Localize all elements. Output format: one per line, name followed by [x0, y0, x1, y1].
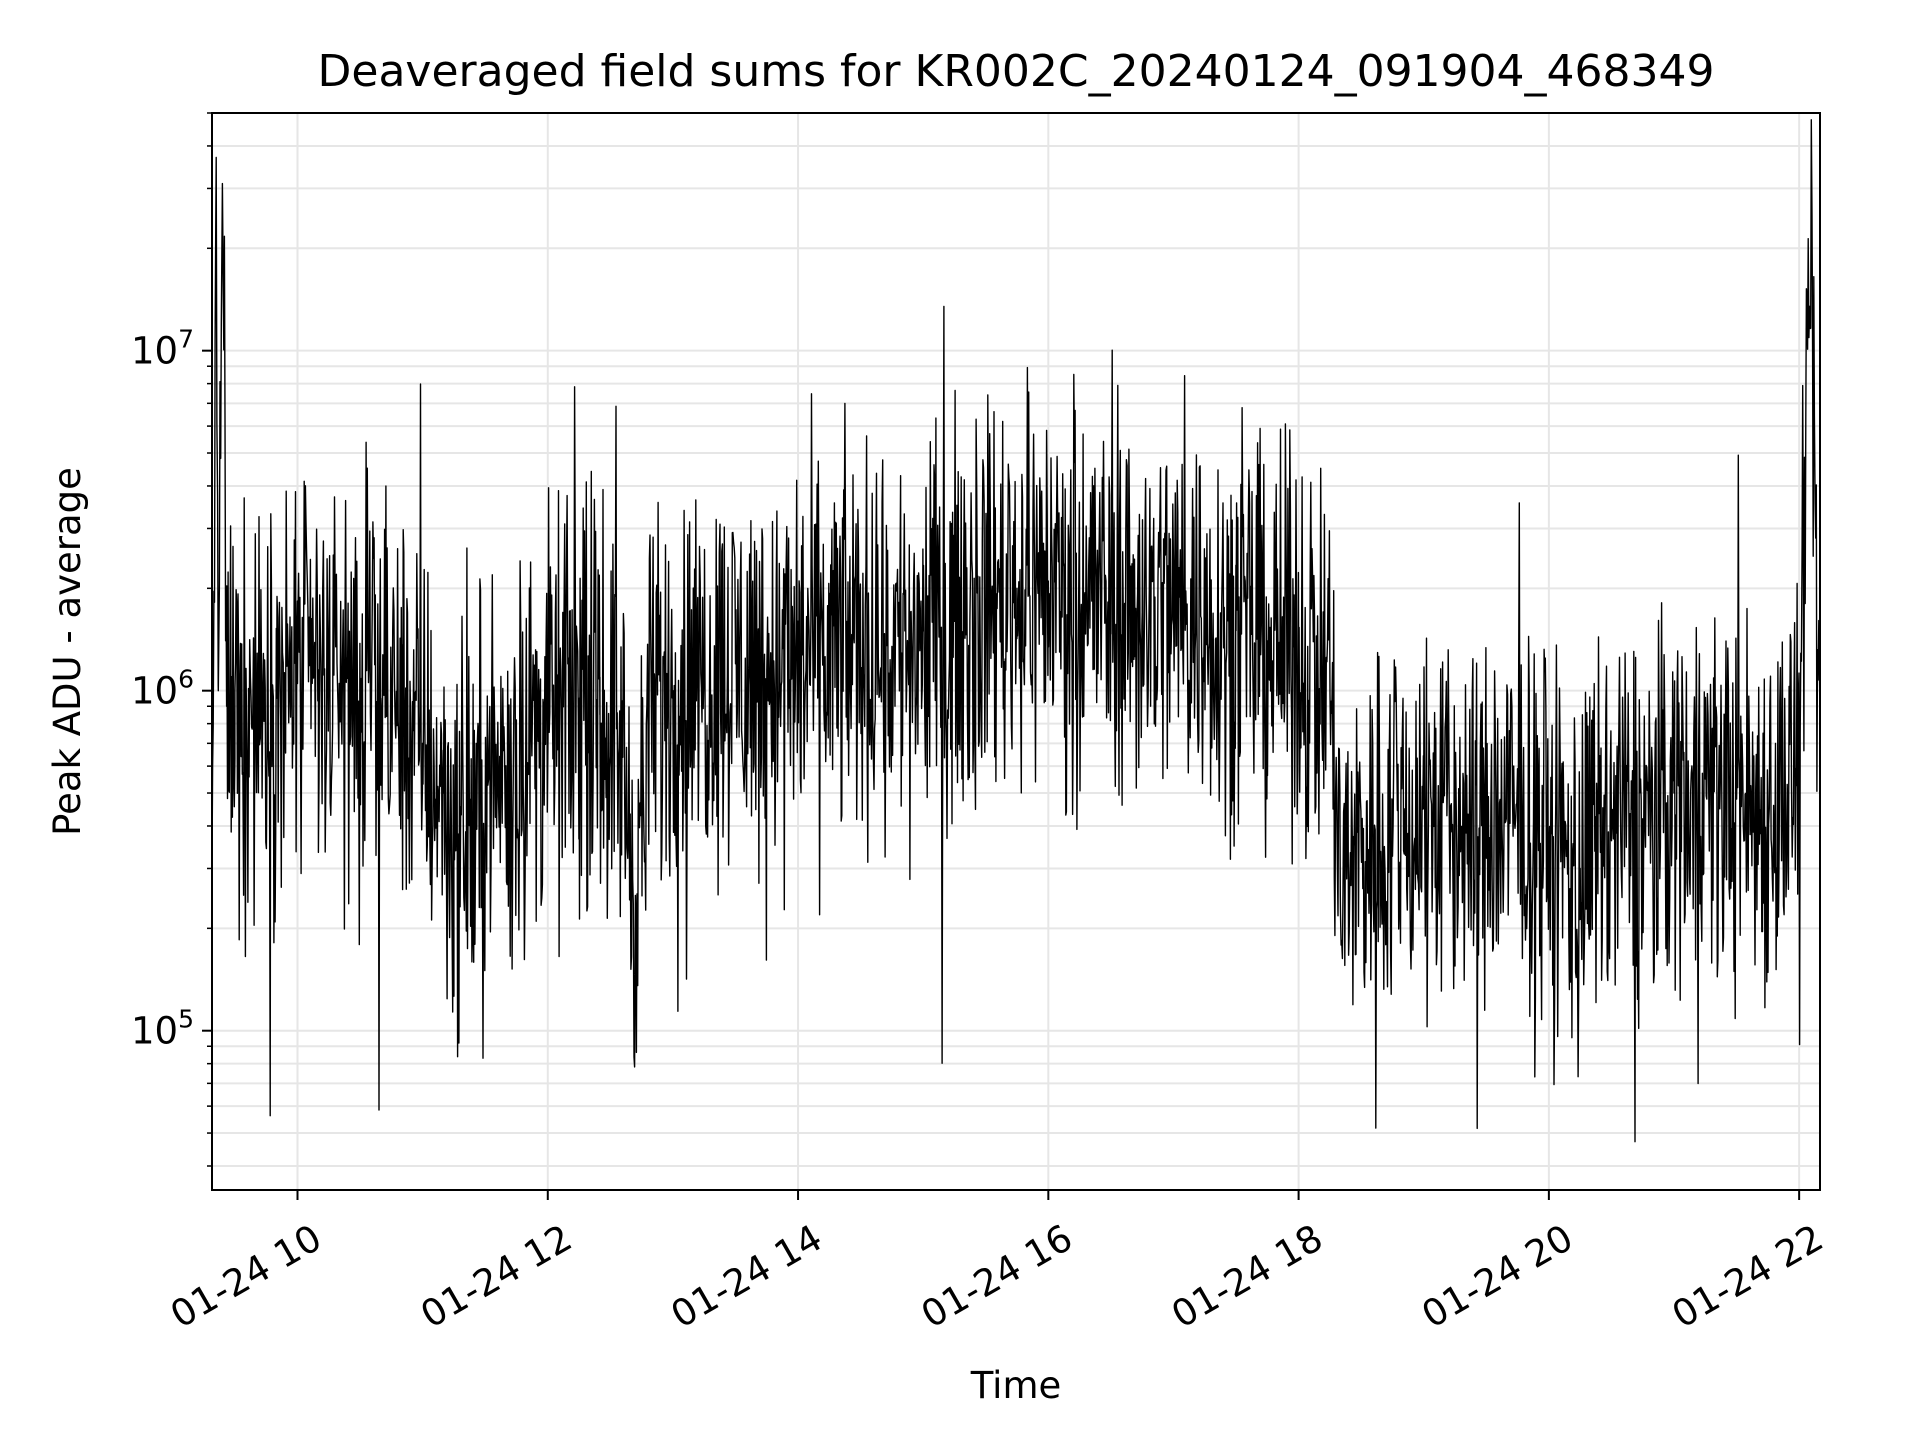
x-axis-label: Time — [970, 1364, 1062, 1407]
series-line — [211, 119, 1821, 1143]
y-tick-exponent: 6 — [178, 665, 194, 694]
y-tick-base: 10 — [131, 670, 178, 713]
y-tick-label: 106 — [131, 665, 194, 713]
y-tick-label: 105 — [131, 1005, 194, 1053]
y-tick-exponent: 7 — [178, 325, 194, 354]
y-axis-label: Peak ADU - average — [46, 467, 89, 836]
plot-frame — [211, 112, 1821, 1191]
y-tick-base: 10 — [131, 330, 178, 373]
y-tick-exponent: 5 — [178, 1005, 194, 1034]
y-tick-base: 10 — [131, 1010, 178, 1053]
y-tick-label: 107 — [131, 325, 194, 373]
data-series — [211, 119, 1821, 1143]
chart-title: Deaveraged field sums for KR002C_2024012… — [318, 46, 1715, 97]
